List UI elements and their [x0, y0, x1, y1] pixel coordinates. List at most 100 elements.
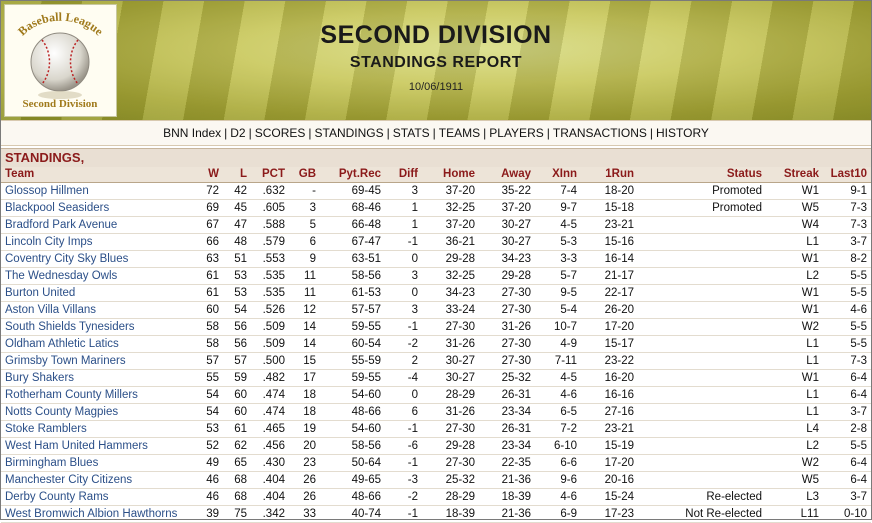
cell-w: 72 [198, 182, 223, 200]
nav-link-history[interactable]: HISTORY [656, 126, 709, 140]
cell-status [638, 386, 766, 404]
nav-link-bnn-index[interactable]: BNN Index [163, 126, 222, 140]
cell-home: 34-23 [422, 284, 479, 302]
cell-xinn: 6-6 [535, 454, 581, 472]
team-link[interactable]: Derby County Rams [1, 488, 198, 506]
col-header-status[interactable]: Status [638, 167, 766, 183]
team-link[interactable]: Aston Villa Villans [1, 301, 198, 319]
cell-away: 29-28 [479, 267, 535, 285]
cell-streak: L1 [766, 403, 823, 421]
team-link[interactable]: Glossop Hillmen [1, 182, 198, 200]
cell-l: 56 [223, 318, 251, 336]
col-header-1run[interactable]: 1Run [581, 167, 638, 183]
cell-away: 31-26 [479, 318, 535, 336]
report-date: 10/06/1911 [408, 81, 464, 93]
nav-link-teams[interactable]: TEAMS [438, 126, 481, 140]
table-row: West Ham United Hammers 52 62.456 20 58-56 -6… [1, 437, 871, 455]
col-header-away[interactable]: Away [479, 167, 535, 183]
cell-streak: L1 [766, 233, 823, 251]
cell-away: 27-30 [479, 335, 535, 353]
cell-streak: W4 [766, 216, 823, 234]
cell-streak: W2 [766, 318, 823, 336]
table-row: Birmingham Blues 49 65.430 23 50-64 -1 27-30 22… [1, 454, 871, 472]
cell-home: 30-27 [422, 352, 479, 370]
team-link[interactable]: Rotherham County Millers [1, 386, 198, 404]
team-link[interactable]: Notts County Magpies [1, 403, 198, 421]
team-link[interactable]: Manchester City Citizens [1, 471, 198, 489]
team-link[interactable]: Bradford Park Avenue [1, 216, 198, 234]
cell-pct: .526 [251, 301, 289, 319]
cell-xinn: 7-2 [535, 420, 581, 438]
col-header-team[interactable]: Team [1, 167, 198, 183]
cell-gb: 17 [289, 369, 320, 387]
team-link[interactable]: Coventry City Sky Blues [1, 250, 198, 268]
table-row: Bury Shakers 55 59.482 17 59-55 -4 30-27 25-32 4… [1, 369, 871, 387]
section-title: STANDINGS, [1, 148, 871, 167]
cell-xinn: 4-9 [535, 335, 581, 353]
team-link[interactable]: Blackpool Seasiders [1, 199, 198, 217]
col-header-streak[interactable]: Streak [766, 167, 823, 183]
team-link[interactable]: Lincoln City Imps [1, 233, 198, 251]
cell-last10: 5-5 [823, 437, 871, 455]
col-header-pytrec[interactable]: Pyt.Rec [320, 167, 385, 183]
cell-gb: 18 [289, 403, 320, 421]
cell-status: Re-elected [638, 488, 766, 506]
table-row: Grimsby Town Mariners 57 57.500 15 55-59 2 30-… [1, 352, 871, 370]
cell-streak: L1 [766, 352, 823, 370]
cell-1run: 16-16 [581, 386, 638, 404]
nav-link-stats[interactable]: STATS [392, 126, 430, 140]
cell-1run: 17-20 [581, 318, 638, 336]
team-link[interactable]: Burton United [1, 284, 198, 302]
nav-link-scores[interactable]: SCORES [254, 126, 306, 140]
cell-last10: 6-4 [823, 454, 871, 472]
team-link[interactable]: Birmingham Blues [1, 454, 198, 472]
cell-status [638, 403, 766, 421]
team-link[interactable]: The Wednesday Owls [1, 267, 198, 285]
cell-diff: -1 [385, 318, 422, 336]
col-header-gb[interactable]: GB [289, 167, 320, 183]
col-header-home[interactable]: Home [422, 167, 479, 183]
col-header-last10[interactable]: Last10 [823, 167, 871, 183]
cell-streak: W2 [766, 454, 823, 472]
cell-pct: .509 [251, 335, 289, 353]
nav-bar: BNN Index | D2 | SCORES | STANDINGS | STATS | TEAM… [1, 120, 871, 146]
cell-status [638, 216, 766, 234]
cell-diff: 6 [385, 403, 422, 421]
team-link[interactable]: Bury Shakers [1, 369, 198, 387]
col-header-l[interactable]: L [223, 167, 251, 183]
cell-diff: 0 [385, 250, 422, 268]
col-header-w[interactable]: W [198, 167, 223, 183]
col-header-pct[interactable]: PCT [251, 167, 289, 183]
team-link[interactable]: Grimsby Town Mariners [1, 352, 198, 370]
nav-link-players[interactable]: PLAYERS [489, 126, 544, 140]
cell-away: 21-36 [479, 505, 535, 523]
cell-home: 30-27 [422, 369, 479, 387]
col-header-diff[interactable]: Diff [385, 167, 422, 183]
cell-w: 46 [198, 488, 223, 506]
nav-link-d2[interactable]: D2 [230, 126, 246, 140]
col-header-xinn[interactable]: XInn [535, 167, 581, 183]
page-subtitle: STANDINGS REPORT [349, 54, 523, 71]
cell-gb: 20 [289, 437, 320, 455]
cell-xinn: 9-7 [535, 199, 581, 217]
nav-link-standings[interactable]: STANDINGS [314, 126, 384, 140]
team-link[interactable]: Oldham Athletic Latics [1, 335, 198, 353]
cell-xinn: 5-3 [535, 233, 581, 251]
team-link[interactable]: South Shields Tynesiders [1, 318, 198, 336]
cell-status [638, 352, 766, 370]
cell-xinn: 10-7 [535, 318, 581, 336]
nav-link-transactions[interactable]: TRANSACTIONS [552, 126, 647, 140]
cell-gb: 14 [289, 318, 320, 336]
cell-w: 54 [198, 403, 223, 421]
page-title: SECOND DIVISION [320, 21, 552, 49]
cell-status: Promoted [638, 199, 766, 217]
team-link[interactable]: West Ham United Hammers [1, 437, 198, 455]
team-link[interactable]: Stoke Ramblers [1, 420, 198, 438]
standings-body: Glossop Hillmen 72 42.632-69-45 3 37-20 35-22… [1, 182, 871, 523]
cell-w: 66 [198, 233, 223, 251]
cell-l: 62 [223, 437, 251, 455]
cell-last10: 6-4 [823, 386, 871, 404]
table-row: Burton United 61 53.535 11 61-53 0 34-23 27-30 9… [1, 284, 871, 302]
cell-1run: 18-20 [581, 182, 638, 200]
